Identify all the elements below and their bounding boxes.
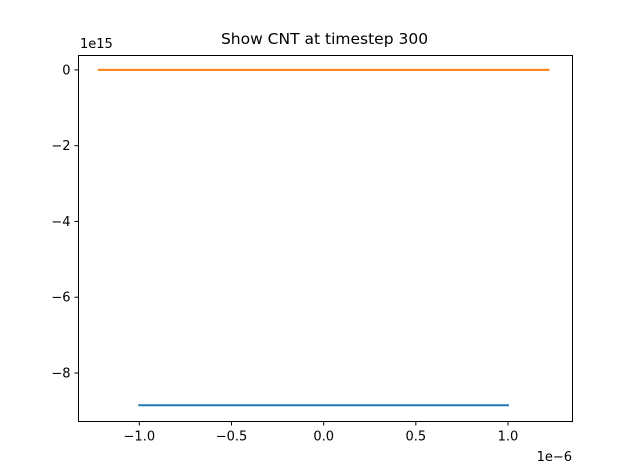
y-axis-offset-label: 1e15 [80, 37, 113, 52]
plot-frame [78, 55, 573, 422]
x-tick-label: 1.0 [498, 430, 519, 445]
chart-title: Show CNT at timestep 300 [221, 30, 428, 48]
y-tick-label: −4 [51, 215, 70, 230]
x-tick-label: −0.5 [216, 430, 248, 445]
series-layer [97, 68, 550, 407]
x-tick-label: 0.0 [313, 430, 334, 445]
x-tick-label: −1.0 [124, 430, 156, 445]
y-tick-label: −8 [51, 367, 70, 382]
axes-layer: −1.0 −0.5 0.0 0.5 1.0 0 −2 −4 −6 −8 [51, 63, 518, 444]
x-axis-offset-label: 1e−6 [537, 450, 572, 465]
y-tick-label: −6 [51, 291, 70, 306]
x-tick-label: 0.5 [405, 430, 426, 445]
y-tick-label: −2 [51, 139, 70, 154]
y-tick-label: 0 [62, 63, 70, 78]
